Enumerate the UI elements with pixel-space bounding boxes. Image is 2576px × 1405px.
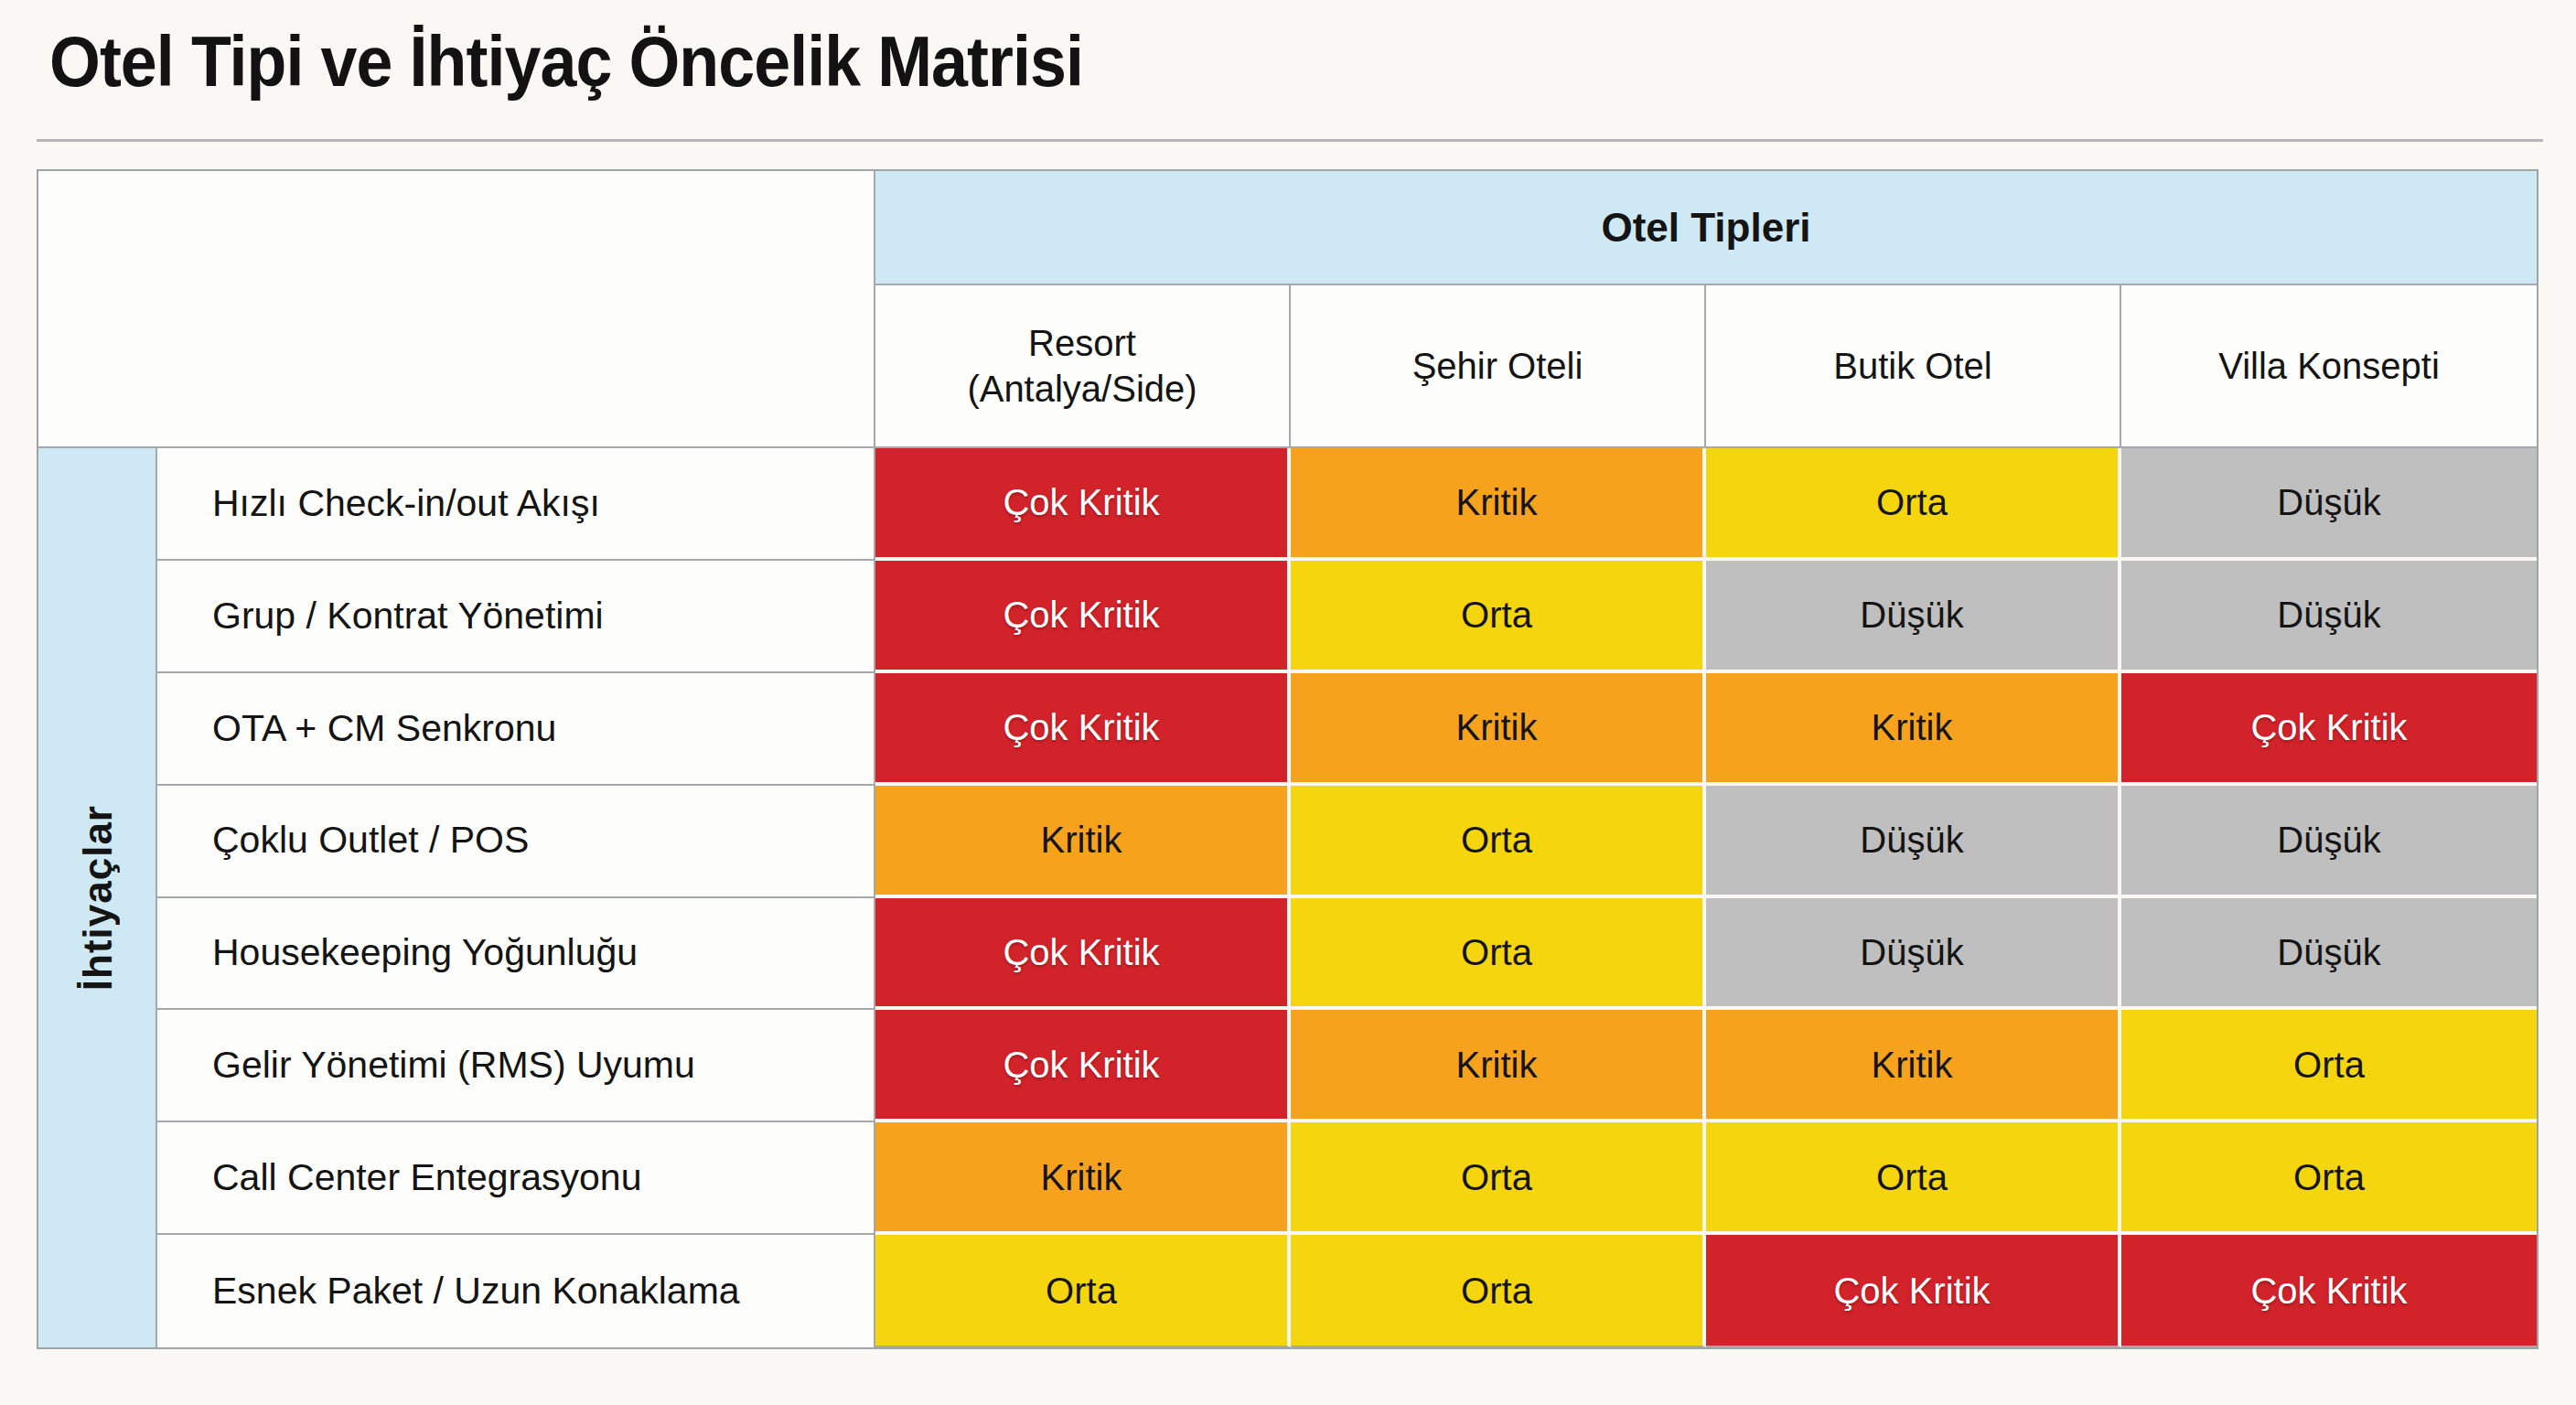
- matrix-cell: Orta: [2121, 1010, 2537, 1122]
- corner-cell: [38, 171, 875, 448]
- matrix-cell: Orta: [2121, 1122, 2537, 1235]
- matrix-cell: Kritik: [1706, 1010, 2121, 1122]
- column-header: Villa Konsepti: [2121, 285, 2537, 448]
- matrix-cell: Çok Kritik: [875, 448, 1291, 561]
- row-label: OTA + CM Senkronu: [157, 673, 875, 786]
- column-group-header: Otel Tipleri: [875, 171, 2537, 285]
- matrix-cell: Kritik: [1706, 673, 2121, 786]
- matrix-cell: Düşük: [1706, 786, 2121, 898]
- matrix-grid: Otel Tipleri İhtiyaçlar Resort (Antalya/…: [37, 169, 2538, 1349]
- row-label: Grup / Kontrat Yönetimi: [157, 561, 875, 673]
- matrix-cell: Çok Kritik: [2121, 1235, 2537, 1347]
- row-group-label: İhtiyaçlar: [72, 805, 123, 991]
- row-label: Gelir Yönetimi (RMS) Uyumu: [157, 1010, 875, 1122]
- row-label: Housekeeping Yoğunluğu: [157, 898, 875, 1011]
- matrix-cell: Düşük: [2121, 561, 2537, 673]
- row-label: Esnek Paket / Uzun Konaklama: [157, 1235, 875, 1347]
- title-divider: [37, 139, 2543, 142]
- matrix-cell: Düşük: [1706, 898, 2121, 1011]
- matrix-cell: Orta: [1291, 1122, 1706, 1235]
- matrix-cell: Orta: [1291, 898, 1706, 1011]
- row-label: Call Center Entegrasyonu: [157, 1122, 875, 1235]
- matrix-cell: Orta: [1291, 561, 1706, 673]
- matrix-cell: Kritik: [875, 786, 1291, 898]
- matrix-cell: Çok Kritik: [875, 673, 1291, 786]
- matrix-cell: Orta: [1706, 1122, 2121, 1235]
- column-header: Resort (Antalya/Side): [875, 285, 1291, 448]
- row-label: Hızlı Check-in/out Akışı: [157, 448, 875, 561]
- matrix-cell: Çok Kritik: [875, 1010, 1291, 1122]
- matrix-cell: Düşük: [2121, 898, 2537, 1011]
- row-label: Çoklu Outlet / POS: [157, 786, 875, 898]
- matrix-cell: Çok Kritik: [875, 561, 1291, 673]
- matrix-cell: Orta: [875, 1235, 1291, 1347]
- matrix-cell: Kritik: [1291, 448, 1706, 561]
- column-header: Butik Otel: [1706, 285, 2121, 448]
- matrix-cell: Düşük: [2121, 786, 2537, 898]
- page-title: Otel Tipi ve İhtiyaç Öncelik Matrisi: [49, 20, 1083, 103]
- column-header: Şehir Oteli: [1291, 285, 1706, 448]
- matrix-cell: Orta: [1291, 1235, 1706, 1347]
- priority-matrix: Otel Tipleri İhtiyaçlar Resort (Antalya/…: [37, 169, 2538, 1349]
- matrix-cell: Düşük: [1706, 561, 2121, 673]
- matrix-cell: Orta: [1706, 448, 2121, 561]
- matrix-cell: Kritik: [875, 1122, 1291, 1235]
- matrix-cell: Çok Kritik: [875, 898, 1291, 1011]
- matrix-cell: Kritik: [1291, 673, 1706, 786]
- matrix-cell: Kritik: [1291, 1010, 1706, 1122]
- matrix-cell: Orta: [1291, 786, 1706, 898]
- matrix-cell: Çok Kritik: [1706, 1235, 2121, 1347]
- matrix-cell: Düşük: [2121, 448, 2537, 561]
- matrix-cell: Çok Kritik: [2121, 673, 2537, 786]
- row-group-header: İhtiyaçlar: [38, 448, 157, 1347]
